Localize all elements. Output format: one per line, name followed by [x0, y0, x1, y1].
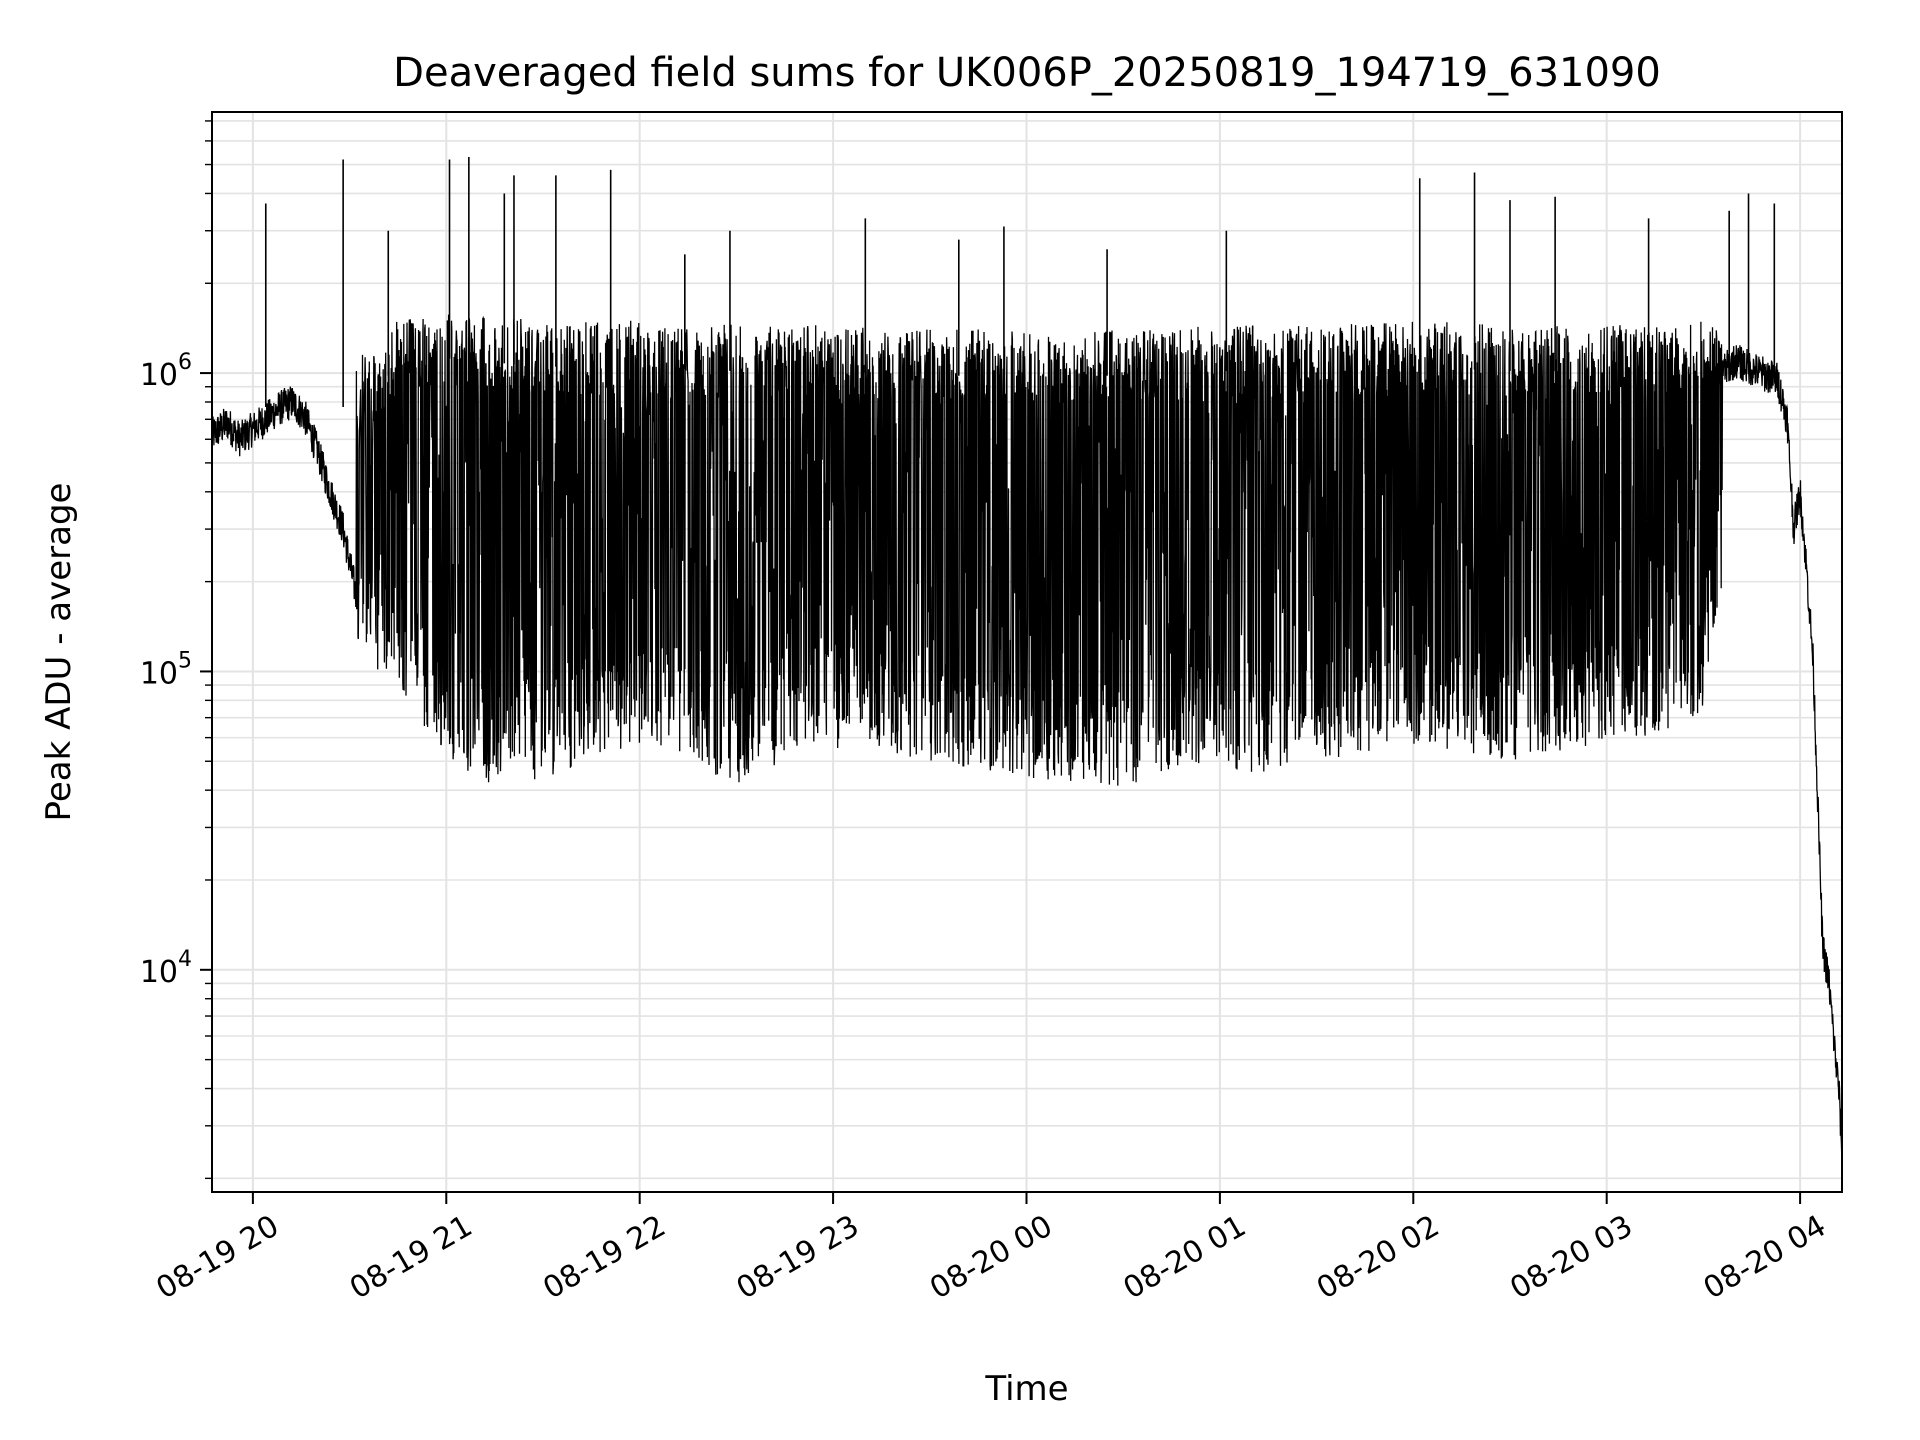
x-axis-title: Time	[984, 1369, 1068, 1409]
chart-title: Deaveraged field sums for UK006P_2025081…	[393, 50, 1661, 96]
y-tick-label: 104	[140, 947, 192, 990]
series-line	[211, 314, 1843, 1155]
y-axis-title: Peak ADU - average	[39, 483, 79, 822]
y-tick-label: 106	[140, 350, 192, 393]
y-tick-label: 105	[140, 648, 192, 691]
data-series	[211, 156, 1843, 1155]
